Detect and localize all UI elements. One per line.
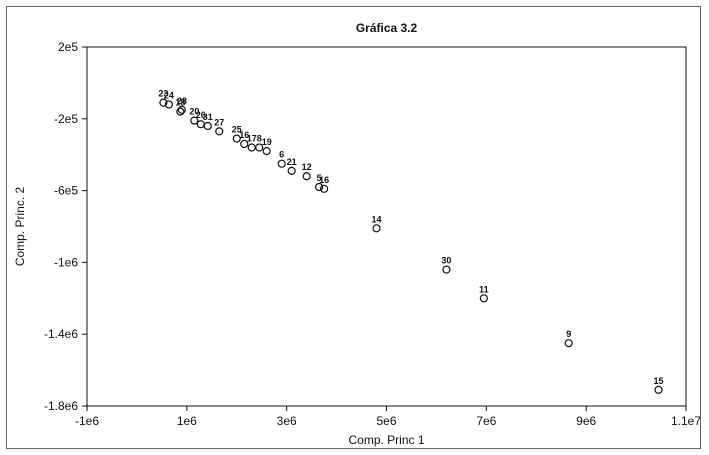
data-point-label: 28	[177, 96, 187, 106]
data-point-label: 25	[232, 125, 242, 135]
data-point-label: 17	[247, 134, 257, 144]
data-point	[159, 98, 168, 107]
y-tick-label: -6e5	[54, 184, 78, 198]
data-point	[247, 143, 256, 152]
data-point-label: 19	[262, 137, 272, 147]
data-point-label: 14	[372, 214, 382, 224]
data-point-label: 12	[302, 162, 312, 172]
data-point-label: 24	[164, 90, 174, 100]
y-tick-label: -1.8e6	[44, 399, 78, 413]
data-point-label: 6	[279, 150, 284, 160]
y-tick-label: -1e6	[54, 255, 78, 269]
x-tick-label: 7e6	[476, 414, 496, 428]
data-point	[302, 172, 311, 181]
data-point	[262, 147, 271, 156]
y-tick-label: -2e5	[54, 112, 78, 126]
data-point-label: 16	[239, 130, 249, 140]
data-point	[255, 143, 264, 152]
data-point	[320, 184, 329, 193]
data-point	[176, 107, 185, 116]
data-point	[203, 121, 212, 131]
data-point	[372, 224, 381, 233]
x-tick-label: 9e6	[576, 414, 596, 428]
data-point-label: 8	[257, 134, 262, 144]
data-point	[564, 339, 573, 348]
x-tick-label: 1.1e7	[671, 414, 701, 428]
data-point-label: 27	[214, 117, 224, 127]
y-tick-label: -1.4e6	[44, 327, 78, 341]
x-axis: -1e6 1e6 3e6 5e6 7e6 9e6 1.1e7	[75, 406, 701, 428]
data-point	[215, 127, 224, 136]
data-point-label: 18	[175, 98, 185, 108]
data-point	[654, 385, 663, 394]
data-point-label: 16	[319, 175, 329, 185]
data-point	[479, 294, 488, 303]
data-point	[240, 139, 249, 149]
data-point	[190, 116, 199, 125]
x-tick-label: 3e6	[277, 414, 297, 428]
x-tick-label: -1e6	[75, 414, 99, 428]
data-point	[164, 100, 173, 109]
data-point-label: 31	[203, 112, 213, 122]
x-axis-label: Comp. Princ 1	[348, 433, 424, 447]
data-point-label: 11	[479, 284, 489, 294]
data-point-label: 30	[441, 256, 451, 266]
data-point	[177, 105, 186, 114]
data-point-label: 20	[189, 107, 199, 117]
y-axis-label: Comp. Princ. 2	[13, 186, 27, 266]
data-point-label: 5	[317, 173, 322, 183]
y-tick-label: 2e5	[58, 40, 78, 54]
x-tick-label: 1e6	[177, 414, 197, 428]
data-point-label: 15	[654, 376, 664, 386]
data-point-label: 9	[566, 329, 571, 339]
data-point	[277, 159, 286, 168]
y-axis: 2e5 -2e5 -6e5 -1e6 -1.4e6 -1.8e6	[44, 40, 87, 413]
data-point-label: 26	[196, 110, 206, 120]
x-tick-label: 5e6	[376, 414, 396, 428]
data-point	[315, 182, 324, 192]
data-point	[232, 134, 241, 143]
chart-title: Gráfica 3.2	[356, 21, 418, 35]
chart-frame	[6, 6, 701, 449]
data-point	[442, 265, 451, 274]
data-point	[287, 166, 296, 175]
data-point-label: 21	[287, 157, 297, 167]
data-point-label: 23	[158, 89, 168, 99]
